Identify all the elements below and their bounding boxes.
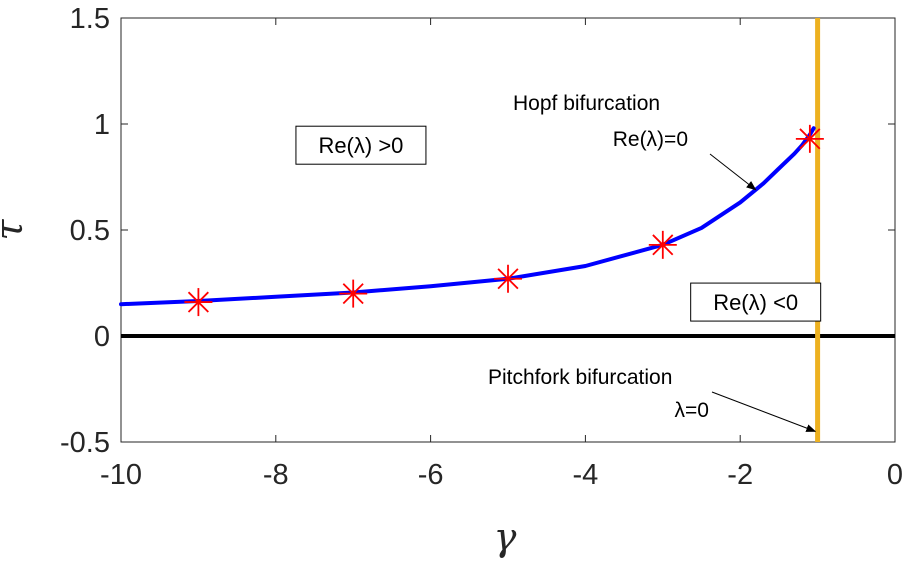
x-tick-label: -10 (100, 459, 142, 491)
x-tick-label: -8 (263, 459, 289, 491)
hopf-curve (119, 126, 816, 307)
data-point-marker (795, 124, 824, 153)
chart-marks (119, 18, 895, 442)
x-tick-label: -2 (727, 459, 753, 491)
y-axis-label: τ (0, 219, 31, 241)
region-label-box (690, 282, 822, 322)
plot-area (120, 17, 896, 443)
x-tick-label: 0 (887, 459, 903, 491)
region-label-text: Re(λ) <0 (713, 290, 798, 315)
x-tick-label: -6 (418, 459, 444, 491)
annotation-condition: Re(λ)=0 (613, 128, 688, 151)
data-point-marker (648, 230, 677, 259)
data-point-marker (339, 279, 368, 308)
region-label-box (295, 125, 427, 165)
y-tick-label: 0.5 (70, 215, 110, 247)
annotations: Re(λ) >0 Re(λ) <0 Hopf bifurcation Re(λ)=0 P… (295, 92, 822, 432)
annotation-title: Pitchfork bifurcation (488, 366, 672, 389)
annotation-arrow (709, 153, 757, 191)
y-tick-label: -0.5 (60, 427, 110, 459)
x-axis-label: γ (494, 515, 517, 559)
x-tick-label: -4 (573, 459, 599, 491)
region-label-text: Re(λ) >0 (318, 133, 403, 158)
y-tick-label: 1.5 (70, 3, 110, 35)
annotation-title: Hopf bifurcation (513, 92, 660, 115)
data-point-marker (184, 288, 213, 317)
annotation-condition: λ=0 (675, 399, 709, 422)
annotation-arrow (711, 391, 817, 432)
data-point-marker (494, 264, 522, 293)
y-tick-label: 1 (94, 109, 110, 141)
axis-ticks: -10 -8 -6 -4 -2 0 -0.5 0 0.5 1 1.5 (60, 3, 903, 491)
y-tick-label: 0 (94, 321, 110, 353)
